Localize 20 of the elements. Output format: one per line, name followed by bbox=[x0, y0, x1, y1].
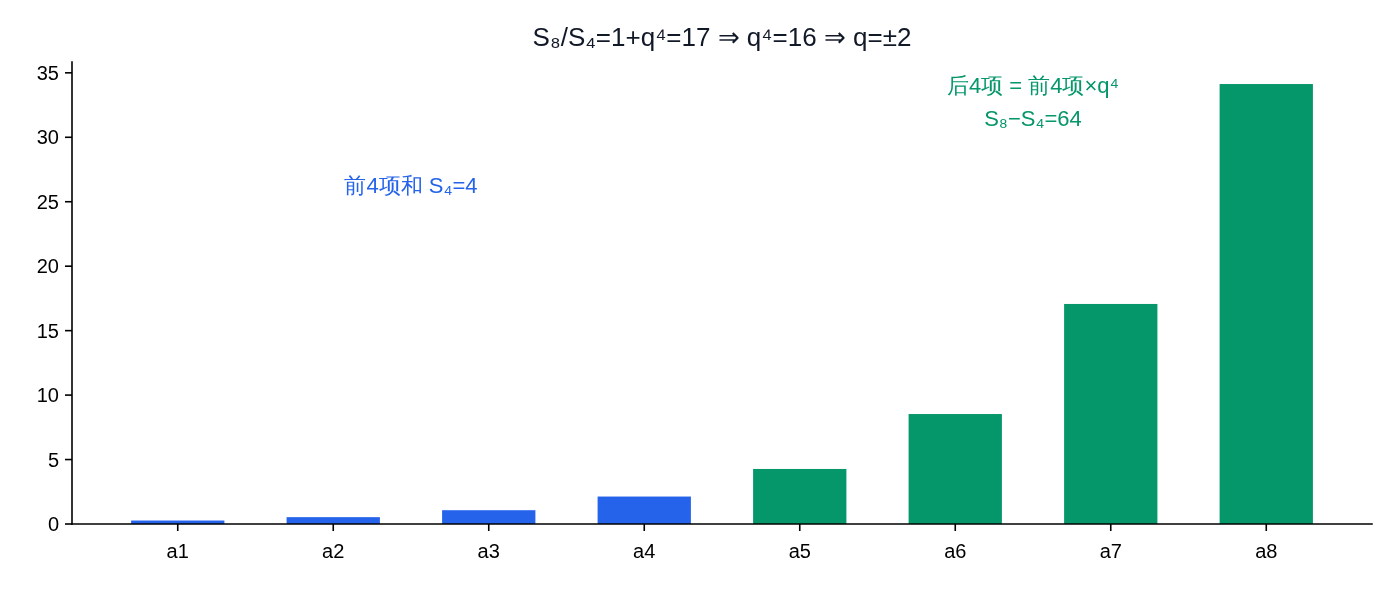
y-tick-label: 10 bbox=[36, 384, 59, 407]
x-tick-label: a7 bbox=[1099, 540, 1122, 562]
y-tick-label: 20 bbox=[36, 255, 59, 278]
y-tick-label: 15 bbox=[36, 319, 59, 342]
x-tick-label: a3 bbox=[477, 540, 500, 562]
y-tick-label: 5 bbox=[47, 448, 59, 471]
annotation: 后4项 = 前4项×q⁴ bbox=[946, 73, 1120, 98]
y-tick-label: 25 bbox=[36, 190, 59, 213]
x-tick-label: a2 bbox=[322, 540, 345, 562]
annotation: 前4项和 S₄=4 bbox=[344, 173, 478, 198]
annotation: S₈−S₄=64 bbox=[984, 106, 1082, 131]
chart-title: S₈/S₄=1+q⁴=17 ⇒ q⁴=16 ⇒ q=±2 bbox=[532, 22, 912, 52]
x-tick-label: a4 bbox=[633, 540, 656, 562]
y-tick-label: 30 bbox=[36, 126, 59, 149]
x-tick-label: a8 bbox=[1255, 540, 1278, 562]
y-tick-label: 0 bbox=[47, 513, 59, 535]
x-tick-label: a5 bbox=[788, 540, 811, 562]
x-tick-label: a1 bbox=[166, 540, 189, 562]
x-tick-label: a6 bbox=[944, 540, 967, 562]
y-tick-label: 35 bbox=[36, 61, 59, 84]
